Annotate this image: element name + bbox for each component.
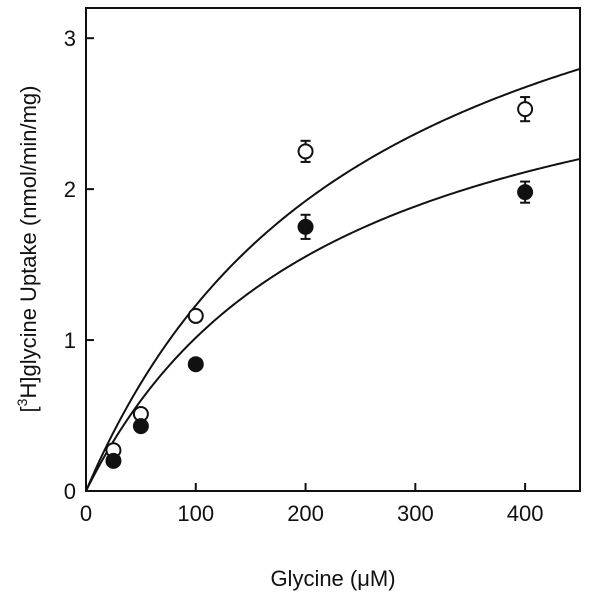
fit-curve-2 (85, 157, 581, 492)
y-axis-title-rest: H]glycine Uptake (nmol/min/mg) (16, 86, 41, 399)
x-tick-label: 200 (287, 501, 324, 526)
data-point-filled (297, 218, 314, 235)
x-tick-label: 400 (507, 501, 544, 526)
data-point-open (297, 143, 314, 160)
y-axis-title-superscript: 3 (14, 398, 30, 406)
data-point-open (517, 101, 534, 118)
y-tick-label: 1 (64, 328, 76, 353)
data-point-filled (132, 418, 149, 435)
series-2 (105, 180, 534, 469)
data-points (105, 96, 534, 469)
x-axis-title: Glycine (μM) (270, 566, 395, 591)
x-tick-label: 0 (80, 501, 92, 526)
axis-ticks: 0 100 200 300 400 0 1 2 3 (64, 26, 544, 526)
y-axis-title: [3H]glycine Uptake (nmol/min/mg) (14, 86, 41, 413)
data-point-open (187, 307, 204, 324)
fit-curve-1 (85, 67, 581, 492)
data-point-filled (517, 184, 534, 201)
data-point-filled (187, 356, 204, 373)
y-tick-label: 3 (64, 26, 76, 51)
fit-curves (85, 67, 581, 492)
y-tick-label: 2 (64, 177, 76, 202)
y-axis-title-prefix: [ (16, 406, 41, 412)
x-tick-label: 300 (397, 501, 434, 526)
y-tick-label: 0 (64, 479, 76, 504)
series-1 (105, 96, 534, 459)
plot-frame (85, 7, 581, 492)
x-tick-label: 100 (177, 501, 214, 526)
data-point-filled (105, 452, 122, 469)
